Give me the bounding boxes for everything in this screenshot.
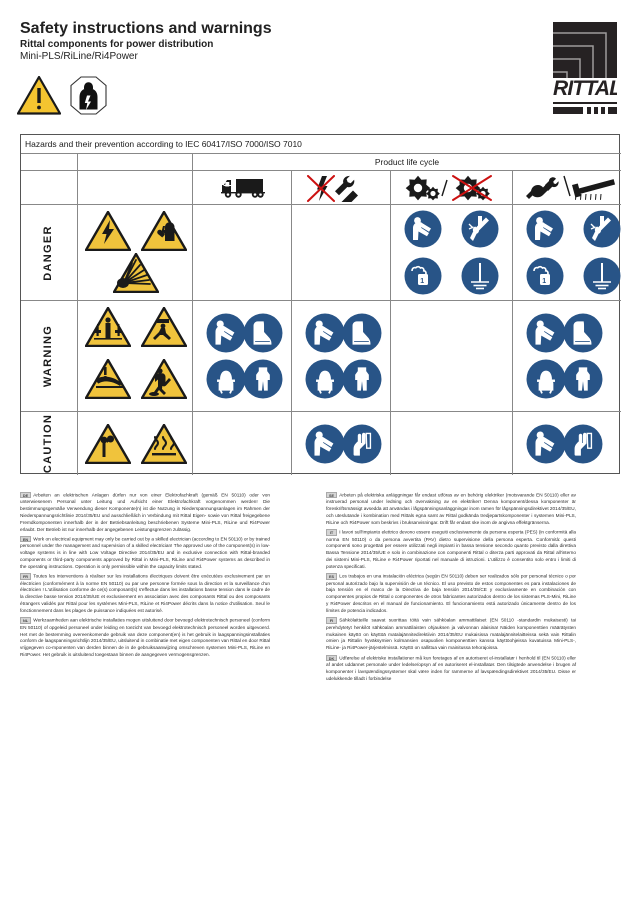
- svg-text:RITTAL: RITTAL: [553, 77, 617, 100]
